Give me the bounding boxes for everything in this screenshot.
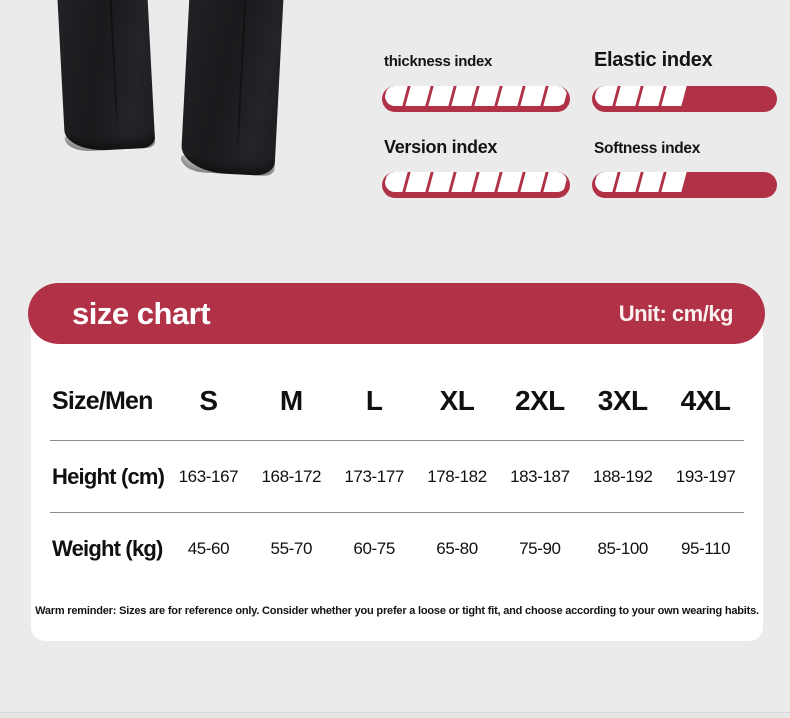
bar-segment <box>595 86 618 106</box>
size-men-corner-label: Size/Men <box>52 386 153 415</box>
pants-right-leg <box>180 0 286 177</box>
version-index-block: Version index <box>382 136 570 198</box>
bar-segment <box>405 86 431 106</box>
height-row-cells: 163-167 168-172 173-177 178-182 183-187 … <box>167 467 747 487</box>
size-header: L <box>365 385 383 416</box>
weight-row-cells: 45-60 55-70 60-75 65-80 75-90 85-100 95-… <box>167 539 747 559</box>
elastic-index-bar-fill <box>595 86 774 106</box>
thickness-index-label: thickness index <box>384 53 493 70</box>
thickness-index-bar <box>382 86 570 112</box>
size-chart-header-row: Size/Men S M L XL 2XL 3XL 4XL <box>31 312 763 440</box>
size-chart-title: size chart <box>72 295 211 331</box>
pants-left-leg <box>54 0 156 153</box>
thickness-index-block: thickness index <box>382 52 570 112</box>
thickness-index-bar-fill <box>385 86 567 106</box>
softness-index-block: Softness index <box>592 139 777 198</box>
bar-segment <box>405 172 431 192</box>
bar-segment <box>474 86 500 106</box>
warm-reminder-text: Warm reminder: Sizes are for reference o… <box>35 605 759 617</box>
bar-segment <box>474 172 500 192</box>
elastic-index-label: Elastic index <box>594 49 713 71</box>
bar-segment <box>497 172 523 192</box>
elastic-index-block: Elastic index <box>592 48 777 112</box>
weight-row-label: Weight (kg) <box>52 535 163 561</box>
bar-segment <box>520 172 546 192</box>
bar-segment <box>385 86 408 106</box>
softness-index-bar <box>592 172 777 198</box>
size-header: XL <box>439 385 475 416</box>
bar-segment <box>520 86 546 106</box>
weight-row: Weight (kg) 45-60 55-70 60-75 65-80 75-9… <box>31 513 763 584</box>
weight-value: 65-80 <box>436 538 478 558</box>
size-header-cells: S M L XL 2XL 3XL 4XL <box>167 385 747 417</box>
bar-segment <box>385 172 408 192</box>
bar-segment <box>428 86 454 106</box>
weight-value: 95-110 <box>680 538 731 558</box>
version-index-label: Version index <box>384 137 498 157</box>
height-value: 193-197 <box>675 466 736 486</box>
height-value: 173-177 <box>344 466 404 486</box>
height-value: 163-167 <box>178 466 239 486</box>
softness-index-bar-fill <box>595 172 774 192</box>
bar-segment <box>497 86 523 106</box>
bar-segment <box>638 172 664 192</box>
bar-segment <box>661 86 687 106</box>
size-header: 2XL <box>514 385 565 416</box>
bar-segment <box>451 172 477 192</box>
bar-segment <box>543 86 567 106</box>
bar-segment <box>428 172 454 192</box>
bar-segment <box>595 172 618 192</box>
bar-segment <box>638 86 664 106</box>
elastic-index-bar <box>592 86 777 112</box>
size-header: S <box>199 385 218 416</box>
size-header: M <box>279 385 303 416</box>
weight-value: 55-70 <box>270 538 313 558</box>
weight-value: 75-90 <box>519 538 561 558</box>
bar-segment <box>543 172 567 192</box>
row-divider <box>50 512 744 513</box>
version-index-bar-fill <box>385 172 567 192</box>
height-value: 168-172 <box>261 466 322 486</box>
weight-value: 85-100 <box>597 538 648 558</box>
weight-value: 60-75 <box>353 538 395 558</box>
bar-segment <box>451 86 477 106</box>
size-header: 4XL <box>680 385 731 416</box>
black-pants-photo <box>0 0 370 235</box>
softness-index-label: Softness index <box>594 140 701 157</box>
unit-label: Unit: cm/kg <box>618 300 734 326</box>
weight-value: 45-60 <box>187 538 230 558</box>
row-divider <box>50 440 744 441</box>
bar-segment <box>661 172 687 192</box>
size-header: 3XL <box>597 385 648 416</box>
page-bottom-strip <box>0 712 790 718</box>
height-row: Height (cm) 163-167 168-172 173-177 178-… <box>31 441 763 512</box>
height-value: 178-182 <box>427 466 487 486</box>
size-chart-header: size chart Unit: cm/kg <box>28 283 765 344</box>
bar-segment <box>615 86 641 106</box>
height-value: 188-192 <box>592 466 653 486</box>
size-chart-card: Size/Men S M L XL 2XL 3XL 4XL Height (cm… <box>31 312 763 641</box>
height-row-label: Height (cm) <box>52 463 165 489</box>
bar-segment <box>615 172 641 192</box>
version-index-bar <box>382 172 570 198</box>
height-value: 183-187 <box>510 466 570 486</box>
